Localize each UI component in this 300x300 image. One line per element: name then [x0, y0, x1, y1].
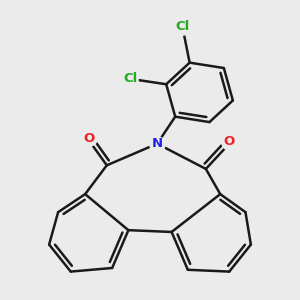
Text: O: O — [224, 135, 235, 148]
Text: N: N — [152, 137, 163, 150]
Text: Cl: Cl — [123, 72, 137, 85]
Text: O: O — [83, 132, 94, 145]
Text: Cl: Cl — [175, 20, 190, 33]
